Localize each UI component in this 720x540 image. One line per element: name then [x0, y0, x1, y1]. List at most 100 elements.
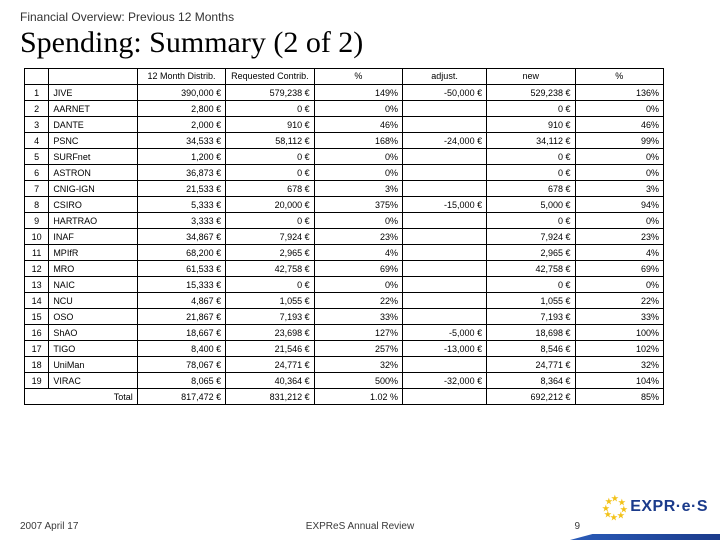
cell-p1: 0%	[314, 149, 402, 165]
cell-new: 34,112 €	[487, 133, 575, 149]
cell-n: 2	[25, 101, 49, 117]
cell-name: DANTE	[49, 117, 137, 133]
cell-r: 40,364 €	[226, 373, 314, 389]
cell-r: 579,238 €	[226, 85, 314, 101]
cell-adj: -15,000 €	[403, 197, 487, 213]
table-row: 13NAIC15,333 €0 €0%0 €0%	[25, 277, 664, 293]
cell-d: 2,000 €	[137, 117, 225, 133]
table-row: 1JIVE390,000 €579,238 €149%-50,000 €529,…	[25, 85, 664, 101]
table-row: 17TIGO8,400 €21,546 €257%-13,000 €8,546 …	[25, 341, 664, 357]
cell-p1: 4%	[314, 245, 402, 261]
th-distrib: 12 Month Distrib.	[137, 69, 225, 85]
footer: 2007 April 17 EXPReS Annual Review 9	[20, 521, 700, 532]
cell-p1: 0%	[314, 165, 402, 181]
th-requested: Requested Contrib.	[226, 69, 314, 85]
page-title: Spending: Summary (2 of 2)	[20, 26, 700, 60]
cell-n: 7	[25, 181, 49, 197]
cell-d: 5,333 €	[137, 197, 225, 213]
cell-new: 0 €	[487, 149, 575, 165]
cell-new: 529,238 €	[487, 85, 575, 101]
cell-name: PSNC	[49, 133, 137, 149]
total-distrib: 817,472 €	[137, 389, 225, 405]
cell-d: 4,867 €	[137, 293, 225, 309]
cell-adj	[403, 213, 487, 229]
cell-adj	[403, 117, 487, 133]
cell-p2: 4%	[575, 245, 663, 261]
cell-p1: 46%	[314, 117, 402, 133]
cell-p1: 168%	[314, 133, 402, 149]
cell-p2: 94%	[575, 197, 663, 213]
cell-name: MRO	[49, 261, 137, 277]
cell-adj	[403, 149, 487, 165]
accent-bar	[570, 534, 720, 540]
cell-d: 21,867 €	[137, 309, 225, 325]
footer-center: EXPReS Annual Review	[20, 521, 700, 532]
cell-adj: -24,000 €	[403, 133, 487, 149]
logo-text: EXPR·e·S	[630, 498, 708, 516]
cell-n: 4	[25, 133, 49, 149]
cell-d: 34,867 €	[137, 229, 225, 245]
summary-table: 12 Month Distrib. Requested Contrib. % a…	[24, 68, 664, 405]
cell-new: 0 €	[487, 277, 575, 293]
cell-p1: 0%	[314, 101, 402, 117]
cell-n: 13	[25, 277, 49, 293]
cell-new: 24,771 €	[487, 357, 575, 373]
cell-p2: 0%	[575, 165, 663, 181]
cell-p2: 22%	[575, 293, 663, 309]
cell-p1: 0%	[314, 213, 402, 229]
cell-r: 24,771 €	[226, 357, 314, 373]
cell-name: OSO	[49, 309, 137, 325]
cell-adj	[403, 261, 487, 277]
cell-n: 11	[25, 245, 49, 261]
cell-n: 15	[25, 309, 49, 325]
cell-r: 1,055 €	[226, 293, 314, 309]
cell-r: 910 €	[226, 117, 314, 133]
cell-p2: 102%	[575, 341, 663, 357]
breadcrumb: Financial Overview: Previous 12 Months	[20, 10, 700, 24]
cell-p1: 257%	[314, 341, 402, 357]
table-row: 10INAF34,867 €7,924 €23%7,924 €23%	[25, 229, 664, 245]
cell-name: HARTRAO	[49, 213, 137, 229]
cell-d: 15,333 €	[137, 277, 225, 293]
cell-p1: 22%	[314, 293, 402, 309]
cell-adj	[403, 277, 487, 293]
cell-p1: 500%	[314, 373, 402, 389]
cell-n: 9	[25, 213, 49, 229]
cell-d: 8,400 €	[137, 341, 225, 357]
cell-name: VIRAC	[49, 373, 137, 389]
cell-p2: 100%	[575, 325, 663, 341]
cell-p1: 33%	[314, 309, 402, 325]
cell-p2: 0%	[575, 149, 663, 165]
cell-name: CNIG-IGN	[49, 181, 137, 197]
cell-adj	[403, 181, 487, 197]
cell-d: 2,800 €	[137, 101, 225, 117]
cell-adj	[403, 293, 487, 309]
cell-n: 16	[25, 325, 49, 341]
cell-p2: 0%	[575, 101, 663, 117]
cell-n: 14	[25, 293, 49, 309]
table-row: 11MPIfR68,200 €2,965 €4%2,965 €4%	[25, 245, 664, 261]
cell-n: 19	[25, 373, 49, 389]
cell-name: JIVE	[49, 85, 137, 101]
stars-icon: ★★ ★★ ★★ ★★	[602, 494, 628, 520]
th-pct2: %	[575, 69, 663, 85]
table-row: 15OSO21,867 €7,193 €33%7,193 €33%	[25, 309, 664, 325]
cell-new: 2,965 €	[487, 245, 575, 261]
cell-p2: 0%	[575, 213, 663, 229]
cell-name: TIGO	[49, 341, 137, 357]
cell-new: 7,193 €	[487, 309, 575, 325]
cell-new: 0 €	[487, 213, 575, 229]
cell-n: 6	[25, 165, 49, 181]
cell-p2: 33%	[575, 309, 663, 325]
cell-name: SURFnet	[49, 149, 137, 165]
cell-n: 1	[25, 85, 49, 101]
total-new: 692,212 €	[487, 389, 575, 405]
cell-new: 678 €	[487, 181, 575, 197]
cell-adj	[403, 245, 487, 261]
cell-name: AARNET	[49, 101, 137, 117]
cell-r: 2,965 €	[226, 245, 314, 261]
table-row: 6ASTRON36,873 €0 €0%0 €0%	[25, 165, 664, 181]
cell-p2: 23%	[575, 229, 663, 245]
th-name	[49, 69, 137, 85]
cell-p1: 375%	[314, 197, 402, 213]
